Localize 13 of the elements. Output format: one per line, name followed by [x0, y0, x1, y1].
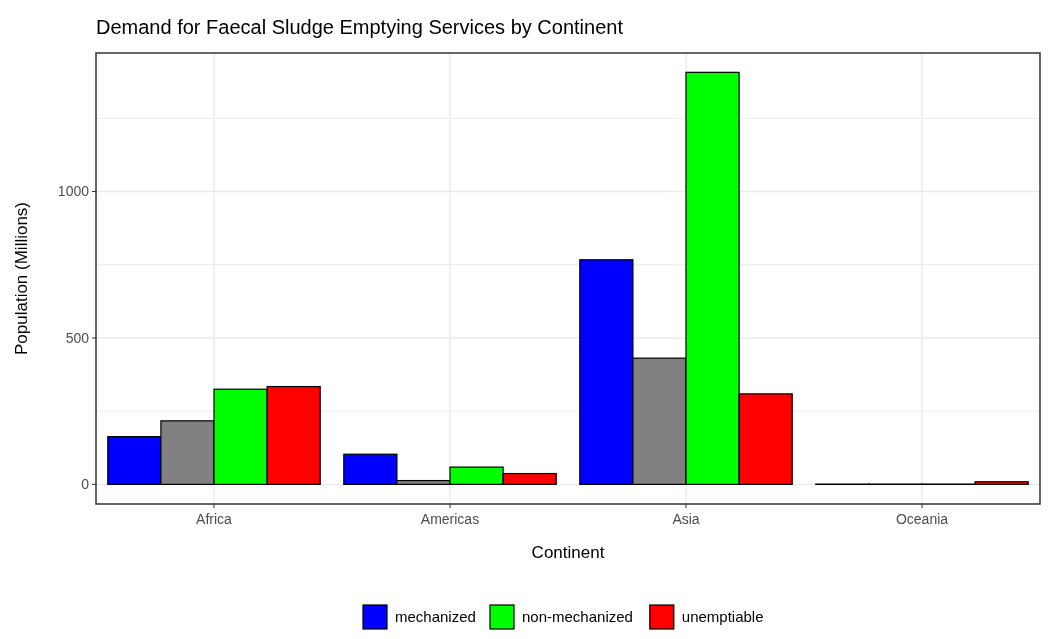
- y-tick-label: 0: [81, 476, 90, 493]
- x-tick-label: Americas: [420, 511, 480, 527]
- legend-label: mechanized: [395, 608, 476, 626]
- chart-title: Demand for Faecal Sludge Emptying Services by Continent: [96, 16, 624, 38]
- legend-label: unemptiable: [681, 608, 764, 626]
- x-axis-title: Continent: [531, 543, 605, 562]
- x-tick-label: Oceania: [895, 511, 949, 527]
- legend-label: non-mechanized: [522, 608, 633, 626]
- y-tick-label: 500: [65, 329, 90, 346]
- x-tick-label: Africa: [196, 511, 233, 527]
- y-tick-label: 1000: [57, 183, 90, 200]
- x-tick-label: Asia: [672, 511, 700, 527]
- y-axis-title: Population (Millions): [12, 201, 31, 356]
